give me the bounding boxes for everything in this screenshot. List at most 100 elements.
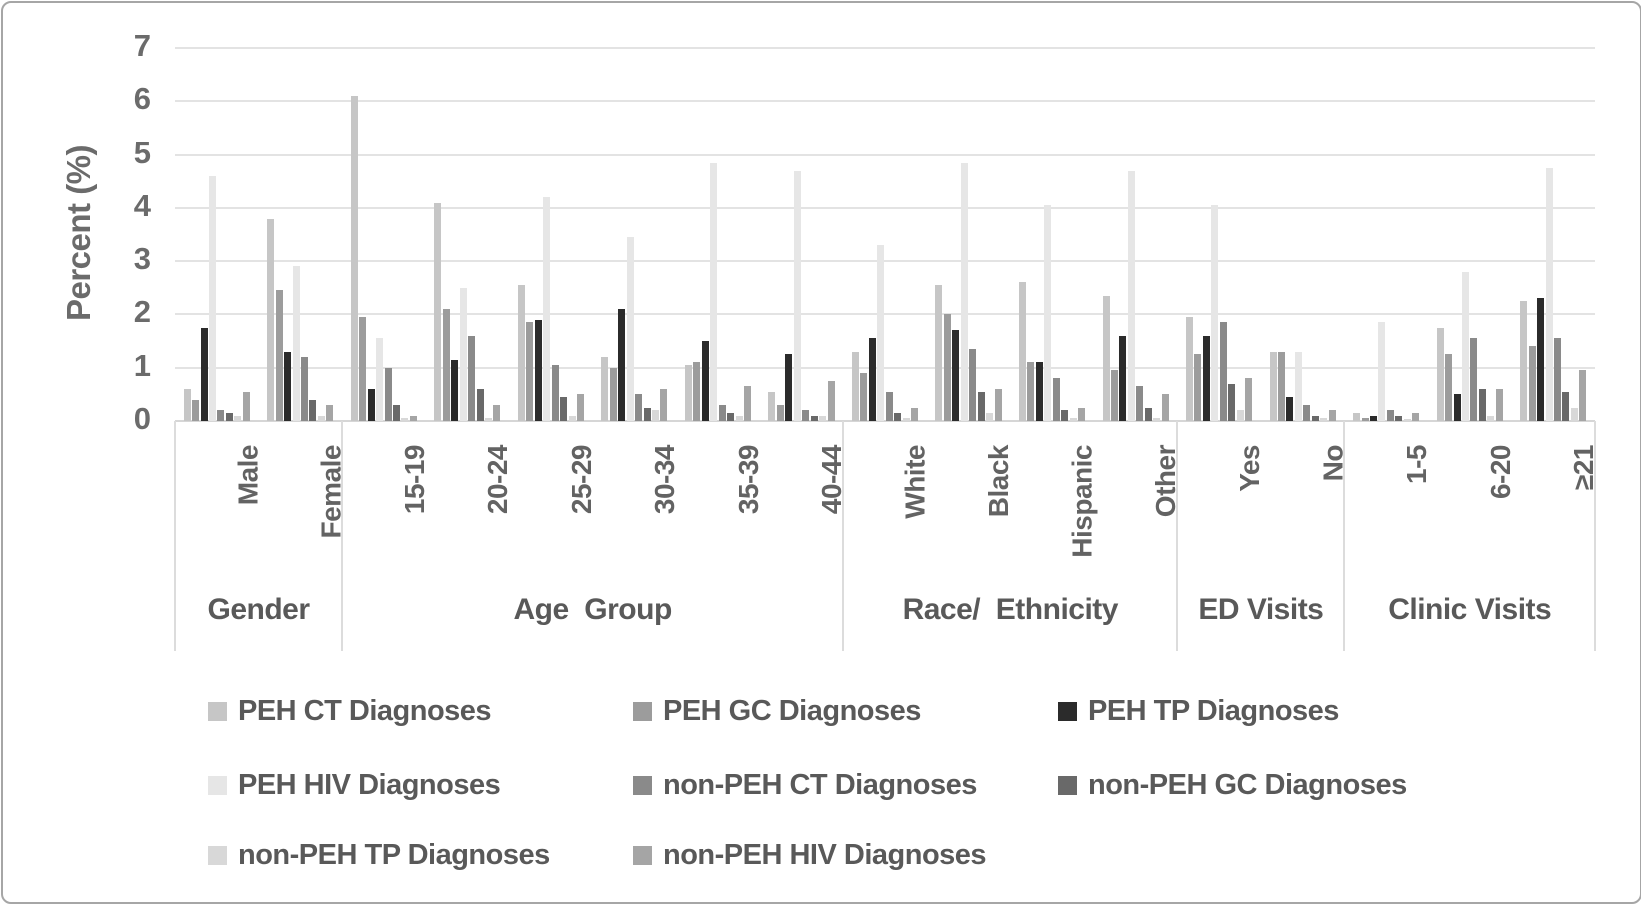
legend-swatch xyxy=(208,701,227,721)
category-label: 1-5 xyxy=(1401,445,1433,484)
legend-label: PEH GC Diagnoses xyxy=(663,694,921,727)
gridline xyxy=(175,100,1595,103)
y-axis-title: Percent (%) xyxy=(60,144,97,322)
legend-label: PEH TP Diagnoses xyxy=(1088,694,1339,727)
bar xyxy=(409,415,417,421)
bar xyxy=(718,405,726,421)
category-label: 6-20 xyxy=(1484,445,1516,500)
bar xyxy=(1453,394,1461,421)
legend-item: non-PEH HIV Diagnoses xyxy=(633,835,987,875)
bar xyxy=(183,389,191,421)
gridline xyxy=(175,47,1595,49)
y-tick-label: 3 xyxy=(133,241,151,277)
bar xyxy=(1052,378,1060,421)
bar xyxy=(1353,413,1361,421)
bar xyxy=(986,413,994,421)
bar xyxy=(192,399,200,421)
category-label: Black xyxy=(983,445,1015,518)
bar xyxy=(868,338,876,421)
bar xyxy=(517,285,525,421)
bar xyxy=(384,367,392,421)
group-divider xyxy=(1594,421,1596,651)
bar xyxy=(827,381,835,421)
bar xyxy=(493,405,501,421)
bar xyxy=(618,309,626,421)
bar xyxy=(684,365,692,421)
bar xyxy=(1119,335,1127,421)
legend-item: PEH CT Diagnoses xyxy=(208,691,492,731)
bar xyxy=(710,162,718,421)
bar xyxy=(1461,271,1469,421)
bar xyxy=(1211,205,1219,421)
bar xyxy=(484,418,492,421)
bar xyxy=(1245,378,1253,421)
bar xyxy=(1562,391,1570,421)
bar xyxy=(1303,405,1311,421)
legend-item: PEH HIV Diagnoses xyxy=(208,765,501,805)
bar xyxy=(459,287,467,421)
category-label: Male xyxy=(231,445,263,506)
bar xyxy=(1078,407,1086,421)
category-label: 25-29 xyxy=(565,445,597,515)
bar xyxy=(1018,282,1026,421)
category-label: Hispanic xyxy=(1067,445,1099,558)
bar xyxy=(1570,407,1578,421)
y-tick-label: 1 xyxy=(133,347,151,383)
legend-label: PEH CT Diagnoses xyxy=(238,694,492,727)
bar xyxy=(1403,419,1411,421)
bar xyxy=(744,386,752,421)
bar xyxy=(551,365,559,421)
legend-item: PEH TP Diagnoses xyxy=(1058,691,1339,731)
gridline xyxy=(175,366,1595,369)
bar xyxy=(1487,415,1495,421)
bar xyxy=(810,415,818,421)
bar xyxy=(1219,322,1227,421)
bar xyxy=(1537,298,1545,421)
bar xyxy=(468,335,476,421)
bar xyxy=(1412,413,1420,421)
bar xyxy=(1278,351,1286,421)
bar xyxy=(367,389,375,421)
bar xyxy=(1395,415,1403,421)
bar xyxy=(317,415,325,421)
legend-label: non-PEH GC Diagnoses xyxy=(1088,768,1407,801)
bar xyxy=(643,407,651,421)
group-label: ED Visits xyxy=(1198,593,1324,626)
bar xyxy=(1027,362,1035,421)
bar xyxy=(785,354,793,421)
y-tick-label: 4 xyxy=(133,187,151,223)
bar xyxy=(1445,354,1453,421)
bar xyxy=(543,197,551,421)
bar xyxy=(701,341,709,421)
legend-item: non-PEH CT Diagnoses xyxy=(633,765,977,805)
bar xyxy=(234,415,242,421)
bar xyxy=(877,245,885,421)
plot-area xyxy=(175,47,1595,422)
legend-label: non-PEH TP Diagnoses xyxy=(238,838,550,871)
bar xyxy=(1044,205,1052,421)
bar xyxy=(601,357,609,421)
bar xyxy=(885,391,893,421)
bar xyxy=(1269,351,1277,421)
bar xyxy=(534,319,542,421)
bar xyxy=(1386,410,1394,421)
bar xyxy=(1110,370,1118,421)
bar xyxy=(935,285,943,421)
bar xyxy=(200,327,208,421)
bar xyxy=(1286,397,1294,421)
bar xyxy=(793,170,801,421)
legend-swatch xyxy=(633,775,652,795)
bar xyxy=(1328,410,1336,421)
category-label: White xyxy=(900,445,931,519)
bar xyxy=(1478,389,1486,421)
bar xyxy=(309,399,317,421)
bar xyxy=(1320,418,1328,421)
bar xyxy=(442,309,450,421)
legend-swatch xyxy=(208,845,227,865)
bar xyxy=(969,349,977,421)
bar xyxy=(1528,346,1536,421)
bar xyxy=(960,162,968,421)
legend-swatch xyxy=(1058,775,1077,795)
bar xyxy=(568,415,576,421)
bar xyxy=(768,391,776,421)
